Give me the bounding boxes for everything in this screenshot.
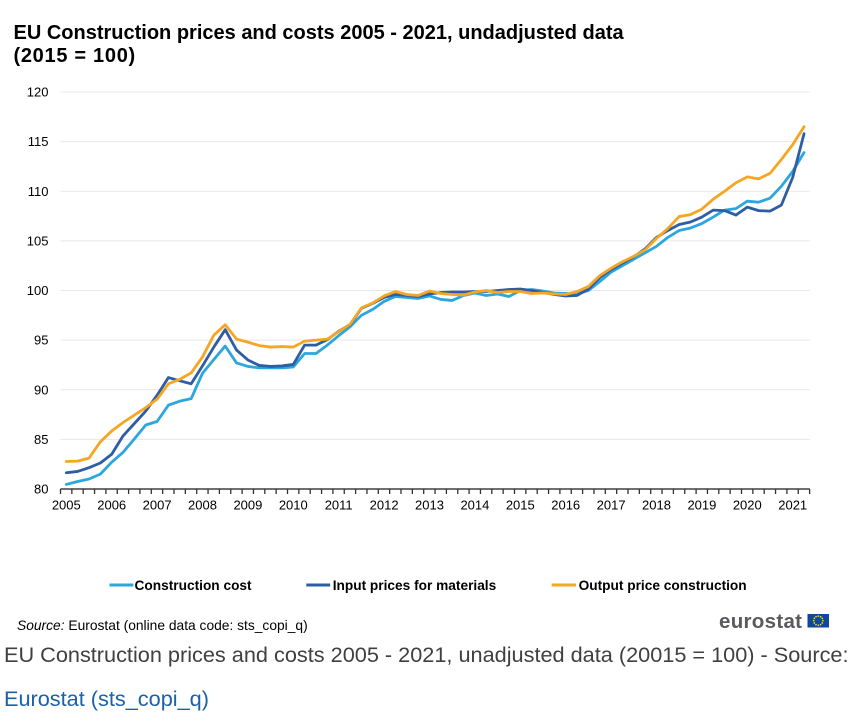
svg-text:2021: 2021 bbox=[778, 498, 807, 513]
svg-text:2014: 2014 bbox=[460, 498, 489, 513]
svg-text:2008: 2008 bbox=[188, 498, 217, 513]
svg-text:120: 120 bbox=[27, 85, 49, 100]
svg-text:90: 90 bbox=[34, 382, 48, 397]
svg-text:2005: 2005 bbox=[52, 498, 81, 513]
svg-text:95: 95 bbox=[34, 333, 48, 348]
svg-text:2015: 2015 bbox=[506, 498, 535, 513]
svg-text:2010: 2010 bbox=[279, 498, 308, 513]
svg-text:80: 80 bbox=[34, 482, 48, 497]
svg-text:Source: Eurostat (online data: Source: Eurostat (online data code: sts_… bbox=[17, 618, 308, 633]
svg-text:(2015 = 100): (2015 = 100) bbox=[14, 45, 136, 67]
svg-text:Output price construction: Output price construction bbox=[579, 578, 747, 593]
svg-text:2007: 2007 bbox=[143, 498, 172, 513]
svg-text:2006: 2006 bbox=[97, 498, 126, 513]
svg-text:2019: 2019 bbox=[687, 498, 716, 513]
svg-text:110: 110 bbox=[28, 184, 49, 199]
svg-text:eurostat: eurostat bbox=[719, 610, 802, 633]
svg-text:EU Construction prices and cos: EU Construction prices and costs 2005 - … bbox=[14, 22, 625, 44]
svg-text:2012: 2012 bbox=[370, 498, 399, 513]
svg-text:2020: 2020 bbox=[733, 498, 762, 513]
svg-text:2013: 2013 bbox=[415, 498, 444, 513]
svg-text:2018: 2018 bbox=[642, 498, 671, 513]
svg-text:2009: 2009 bbox=[233, 498, 262, 513]
svg-text:2011: 2011 bbox=[325, 498, 353, 513]
svg-text:2017: 2017 bbox=[597, 498, 626, 513]
svg-text:2016: 2016 bbox=[551, 498, 580, 513]
svg-text:100: 100 bbox=[27, 283, 49, 298]
svg-text:85: 85 bbox=[34, 432, 48, 447]
svg-text:Construction cost: Construction cost bbox=[135, 578, 253, 593]
svg-text:Input prices for materials: Input prices for materials bbox=[333, 578, 497, 593]
svg-text:105: 105 bbox=[27, 233, 49, 248]
svg-text:115: 115 bbox=[28, 134, 49, 149]
